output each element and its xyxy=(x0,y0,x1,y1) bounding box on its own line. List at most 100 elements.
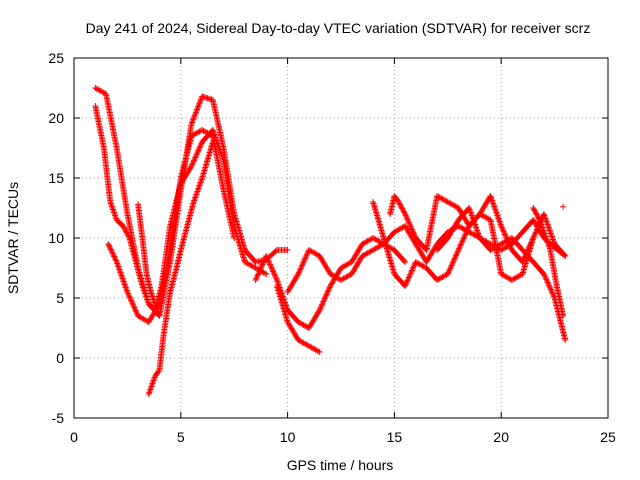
data-point xyxy=(547,286,554,293)
data-point xyxy=(325,287,332,294)
data-point xyxy=(532,230,539,237)
data-point xyxy=(454,248,461,255)
series-track-l xyxy=(530,205,567,319)
data-point xyxy=(446,268,453,275)
data-point xyxy=(131,305,138,312)
data-point xyxy=(321,297,328,304)
data-point xyxy=(451,255,458,262)
data-point xyxy=(542,275,549,282)
data-point xyxy=(398,204,405,211)
data-point xyxy=(549,290,556,297)
data-point xyxy=(545,282,552,289)
data-point xyxy=(324,288,331,295)
axis-ticks xyxy=(73,57,609,419)
data-point xyxy=(256,267,263,274)
data-point xyxy=(155,368,162,375)
data-point xyxy=(457,241,464,248)
data-point xyxy=(452,254,459,261)
series-track-e xyxy=(135,201,161,313)
data-point xyxy=(408,268,415,275)
data-point xyxy=(125,291,132,298)
y-tick-label: -5 xyxy=(52,410,65,426)
data-point xyxy=(196,146,203,153)
chart-title: Day 241 of 2024, Sidereal Day-to-day VTE… xyxy=(86,20,591,36)
x-tick-label: 5 xyxy=(177,429,185,445)
data-point xyxy=(264,255,271,262)
data-point xyxy=(444,271,451,277)
data-point xyxy=(195,103,202,110)
data-point xyxy=(130,301,137,308)
data-point xyxy=(299,261,306,268)
data-point xyxy=(252,277,259,283)
data-point xyxy=(533,211,540,218)
data-point xyxy=(196,100,203,107)
data-point xyxy=(120,223,127,229)
data-point xyxy=(258,264,265,271)
data-point xyxy=(323,291,330,298)
data-point xyxy=(544,278,551,285)
data-point xyxy=(284,247,291,253)
data-point xyxy=(197,143,204,150)
y-tick-labels: -5 0 5 10 15 20 25 xyxy=(48,50,64,426)
data-point xyxy=(500,228,507,235)
data-point xyxy=(304,251,311,258)
data-point xyxy=(395,199,402,205)
data-point xyxy=(301,256,308,263)
data-point xyxy=(271,271,278,278)
data-point xyxy=(501,231,508,238)
data-point xyxy=(267,261,274,268)
data-point xyxy=(255,269,262,276)
data-point xyxy=(530,233,537,240)
data-point xyxy=(265,258,272,265)
y-tick-label: 15 xyxy=(48,170,64,186)
data-point xyxy=(105,242,112,249)
data-point xyxy=(295,271,302,277)
data-point xyxy=(507,244,514,251)
data-point xyxy=(105,241,112,247)
data-point xyxy=(121,225,128,232)
data-point xyxy=(124,289,131,295)
series-track-k xyxy=(434,205,569,343)
data-point xyxy=(409,266,416,273)
data-point xyxy=(404,277,411,284)
data-point xyxy=(194,105,201,112)
data-point xyxy=(191,155,198,162)
data-point xyxy=(531,232,538,239)
data-point xyxy=(130,303,137,310)
data-point xyxy=(196,144,203,151)
data-point xyxy=(561,251,568,258)
data-point xyxy=(263,253,270,259)
data-point xyxy=(534,226,541,233)
data-point xyxy=(259,261,266,268)
data-point xyxy=(265,257,272,264)
data-point xyxy=(403,280,410,287)
data-point xyxy=(296,268,303,275)
data-point xyxy=(397,201,404,208)
data-point xyxy=(499,225,506,232)
data-point xyxy=(451,256,458,263)
data-point xyxy=(450,258,457,265)
data-point xyxy=(461,232,468,239)
x-tick-label: 10 xyxy=(280,429,296,445)
data-point xyxy=(270,269,277,276)
data-point xyxy=(272,272,279,279)
data-point xyxy=(463,228,470,235)
data-point xyxy=(154,307,161,313)
data-point xyxy=(258,262,265,269)
data-point xyxy=(255,271,262,278)
data-point xyxy=(460,235,467,242)
data-point xyxy=(498,224,505,231)
y-axis-label: SDTVAR / TECUs xyxy=(5,182,21,294)
data-point xyxy=(193,107,200,114)
data-points xyxy=(92,85,569,397)
data-point xyxy=(407,271,414,278)
x-tick-label: 25 xyxy=(600,429,616,445)
data-point xyxy=(446,266,453,273)
data-point xyxy=(193,151,200,158)
data-point xyxy=(326,285,333,292)
data-point xyxy=(407,223,414,230)
data-point xyxy=(456,244,463,251)
data-point xyxy=(127,296,134,303)
data-point xyxy=(463,230,470,237)
data-point xyxy=(190,115,197,122)
